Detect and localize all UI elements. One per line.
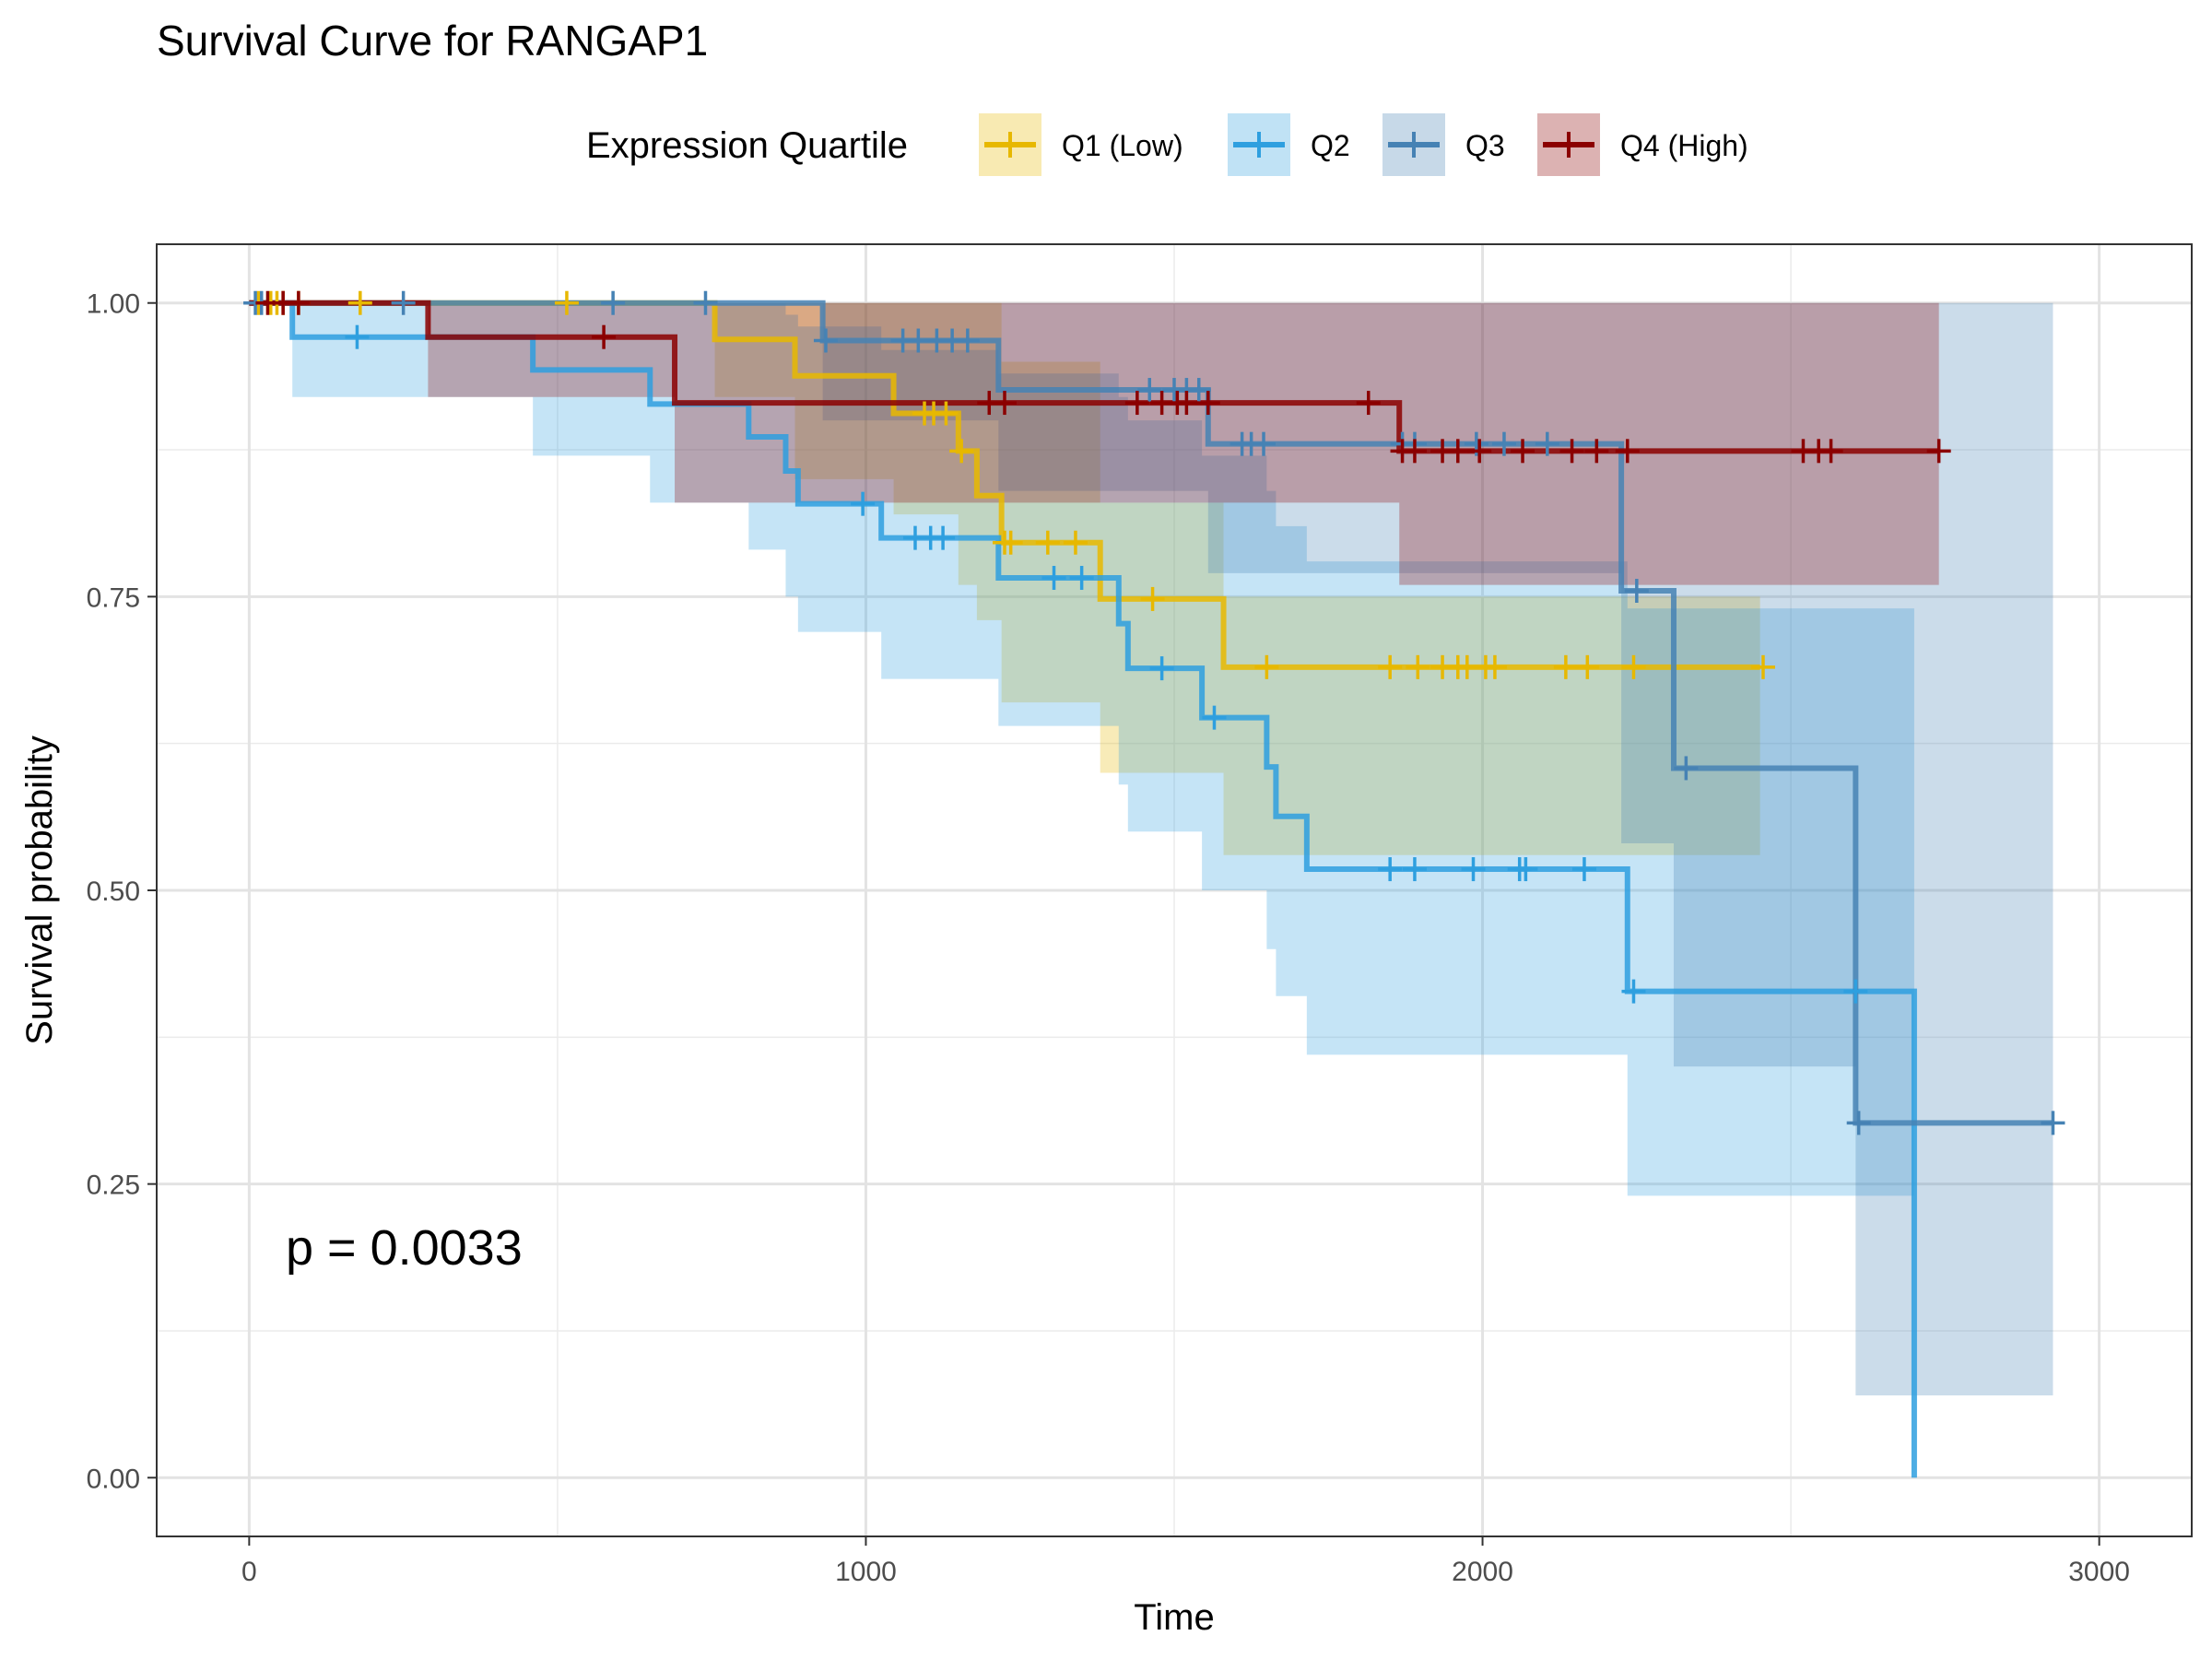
legend-label: Q2 bbox=[1311, 129, 1350, 162]
legend-label: Q4 (High) bbox=[1620, 129, 1748, 162]
legend-label: Q1 (Low) bbox=[1062, 129, 1183, 162]
plot-area bbox=[156, 243, 2193, 1537]
legend-item: Q1 (Low) bbox=[979, 113, 1183, 176]
confidence-band bbox=[292, 302, 1914, 1196]
chart-title: Survival Curve for RANGAP1 bbox=[157, 17, 708, 65]
y-tick-label: 1.00 bbox=[87, 289, 140, 320]
legend-label: Q3 bbox=[1465, 129, 1505, 162]
survival-curve bbox=[249, 300, 1917, 1478]
grid-lines bbox=[157, 244, 2192, 1536]
legend-item: Q4 (High) bbox=[1537, 113, 1748, 176]
x-tick-label: 0 bbox=[241, 1557, 257, 1587]
legend-item: Q3 bbox=[1382, 113, 1505, 176]
legend-title: Expression Quartile bbox=[586, 125, 908, 166]
y-tick-label: 0.00 bbox=[87, 1464, 140, 1494]
legend-item: Q2 bbox=[1228, 113, 1350, 176]
y-axis: 0.00 0.25 0.50 0.75 1.00 bbox=[87, 289, 157, 1494]
y-tick-label: 0.25 bbox=[87, 1171, 140, 1201]
y-tick-label: 0.50 bbox=[87, 877, 140, 907]
x-axis: 0 1000 2000 3000 bbox=[241, 1536, 2130, 1587]
legend: Expression Quartile Q1 (Low) Q2 Q3 Q4 (High) bbox=[586, 113, 1748, 176]
confidence-band bbox=[714, 302, 1760, 855]
y-axis-label: Survival probability bbox=[19, 735, 60, 1045]
x-tick-label: 3000 bbox=[2068, 1557, 2130, 1587]
confidence-band bbox=[822, 302, 2053, 1396]
x-tick-label: 2000 bbox=[1452, 1557, 1513, 1587]
x-tick-label: 1000 bbox=[835, 1557, 897, 1587]
x-axis-label: Time bbox=[1134, 1597, 1214, 1638]
p-value-annotation: p = 0.0033 bbox=[286, 1220, 523, 1276]
censor-marks bbox=[243, 290, 2065, 1135]
y-tick-label: 0.75 bbox=[87, 582, 140, 613]
